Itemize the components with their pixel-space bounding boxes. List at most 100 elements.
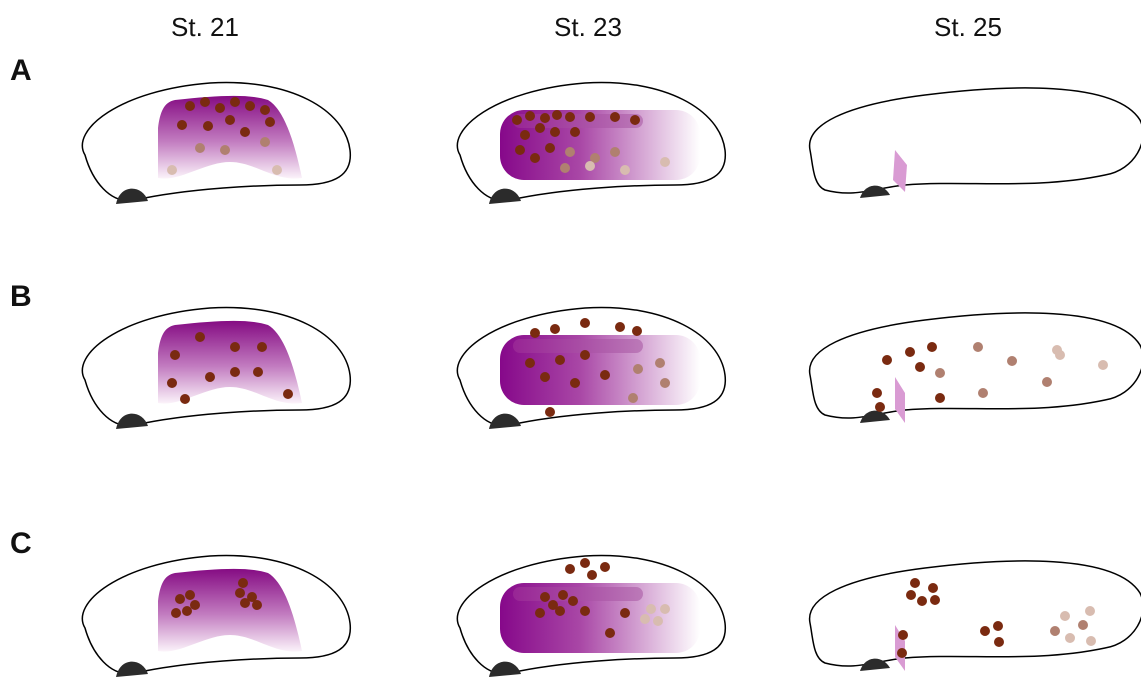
cell-dot	[610, 147, 620, 157]
cell-dot	[568, 596, 578, 606]
cell-dot	[994, 637, 1004, 647]
cell-dot	[1050, 626, 1060, 636]
cell-dot	[660, 378, 670, 388]
cell-dot	[565, 564, 575, 574]
stage-label: St. 23	[554, 12, 622, 42]
cell-dot	[545, 407, 555, 417]
cell-dot	[265, 117, 275, 127]
embryo-panel	[810, 313, 1141, 423]
cell-dot	[927, 342, 937, 352]
cell-dot	[1042, 377, 1052, 387]
embryo-outline	[810, 313, 1141, 418]
cell-dot	[175, 594, 185, 604]
cell-dot	[180, 394, 190, 404]
cell-dot	[257, 342, 267, 352]
cell-dot	[230, 97, 240, 107]
cell-dot	[205, 372, 215, 382]
cell-dot	[1007, 356, 1017, 366]
row-label: A	[10, 54, 32, 87]
cell-dot	[245, 101, 255, 111]
cell-dot	[633, 364, 643, 374]
cell-dot	[580, 318, 590, 328]
cell-dot	[620, 608, 630, 618]
cell-dot	[1065, 633, 1075, 643]
cell-dot	[1060, 611, 1070, 621]
cell-dot	[1078, 620, 1088, 630]
cell-dot	[230, 342, 240, 352]
cell-dot	[973, 342, 983, 352]
cell-dot	[882, 355, 892, 365]
cell-dot	[1055, 350, 1065, 360]
cell-dot	[640, 614, 650, 624]
cell-dot	[978, 388, 988, 398]
cell-dot	[530, 153, 540, 163]
cell-dot	[898, 630, 908, 640]
cell-dot	[570, 127, 580, 137]
expression-band	[513, 587, 643, 601]
cell-dot	[555, 355, 565, 365]
stage-label: St. 25	[934, 12, 1002, 42]
cell-dot	[935, 393, 945, 403]
cell-dot	[585, 112, 595, 122]
cell-dot	[195, 332, 205, 342]
cell-dot	[167, 378, 177, 388]
cell-dot	[660, 157, 670, 167]
cell-dot	[238, 578, 248, 588]
cell-dot	[906, 590, 916, 600]
cell-dot	[915, 362, 925, 372]
cell-dot	[580, 350, 590, 360]
cell-dot	[917, 596, 927, 606]
cell-dot	[190, 600, 200, 610]
cell-dot	[646, 604, 656, 614]
cell-dot	[515, 145, 525, 155]
stage-label: St. 21	[171, 12, 239, 42]
cell-dot	[545, 143, 555, 153]
embryo-panel	[457, 82, 725, 204]
cell-dot	[530, 328, 540, 338]
cell-dot	[272, 165, 282, 175]
cell-dot	[260, 137, 270, 147]
cell-dot	[550, 127, 560, 137]
cell-dot	[185, 590, 195, 600]
cell-dot	[1085, 606, 1095, 616]
cell-dot	[167, 165, 177, 175]
cell-dot	[540, 592, 550, 602]
cell-dot	[610, 112, 620, 122]
cell-dot	[655, 358, 665, 368]
cell-dot	[552, 110, 562, 120]
cell-dot	[653, 616, 663, 626]
cell-dot	[177, 120, 187, 130]
cell-dot	[520, 130, 530, 140]
cell-dot	[220, 145, 230, 155]
cell-dot	[535, 123, 545, 133]
cell-dot	[555, 606, 565, 616]
cell-dot	[660, 604, 670, 614]
cell-dot	[628, 393, 638, 403]
expression-band	[513, 339, 643, 353]
cell-dot	[558, 590, 568, 600]
cell-dot	[585, 161, 595, 171]
cell-dot	[253, 367, 263, 377]
embryo-panel	[82, 555, 350, 677]
cell-dot	[580, 558, 590, 568]
cell-dot	[600, 370, 610, 380]
cell-dot	[615, 322, 625, 332]
cell-dot	[200, 97, 210, 107]
cell-dot	[905, 347, 915, 357]
cell-dot	[550, 324, 560, 334]
cell-dot	[195, 143, 205, 153]
cell-dot	[980, 626, 990, 636]
embryo-panel	[82, 307, 350, 429]
cell-dot	[215, 103, 225, 113]
embryo-outline	[810, 88, 1141, 193]
cell-dot	[540, 113, 550, 123]
cell-dot	[935, 368, 945, 378]
cell-dot	[525, 111, 535, 121]
cell-dot	[535, 608, 545, 618]
cell-dot	[620, 165, 630, 175]
figure: St. 21 St. 23 St. 25 A B C	[0, 0, 1141, 677]
cell-dot	[540, 372, 550, 382]
cell-dot	[260, 105, 270, 115]
cell-dot	[930, 595, 940, 605]
cell-dot	[587, 570, 597, 580]
